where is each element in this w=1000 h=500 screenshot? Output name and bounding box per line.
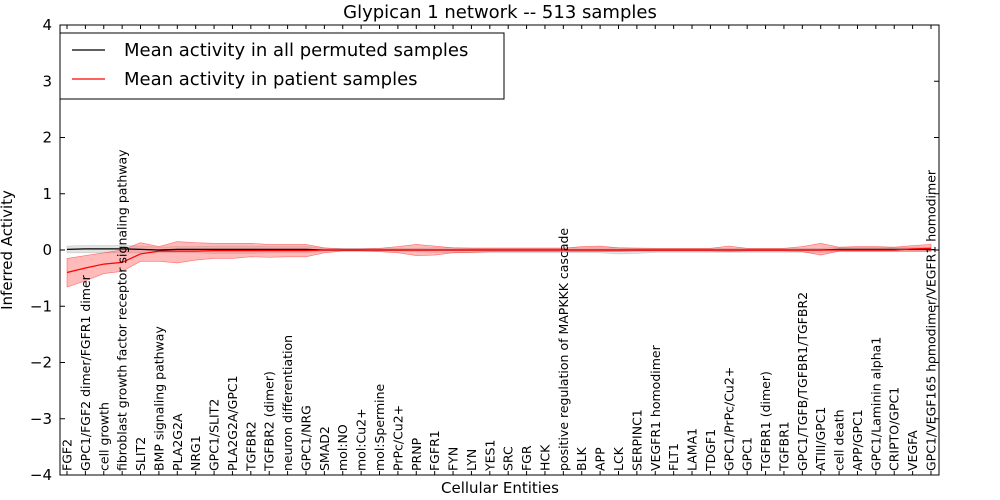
x-tick-label: PLA2G2A [170,413,185,471]
x-tick-label: SRC [501,446,516,471]
x-tick-label: neuron differentiation [280,335,295,471]
y-tick-label: −3 [30,410,52,428]
x-tick-label: TDGF1 [703,429,718,472]
x-tick-label: GPC1/PrPc/Cu2+ [721,367,736,471]
y-axis-label: Inferred Activity [0,190,16,310]
x-tick-label: GPC1/FGF2 dimer/FGFR1 dimer [78,274,93,471]
x-tick-label: PRNP [409,437,424,471]
x-tick-label: FGFR1 [427,430,442,471]
x-tick-label: VEGFR1 homodimer [648,344,663,471]
x-tick-label: fibroblast growth factor receptor signal… [115,149,130,471]
x-tick-label: TGFBR1 (dimer) [758,371,773,472]
x-axis-label: Cellular Entities [441,479,559,497]
y-tick-label: −2 [30,354,52,372]
x-tick-label: GPC1/SLIT2 [207,399,222,471]
y-tick-label: 2 [42,129,52,147]
y-tick-label: −1 [30,297,52,315]
legend: Mean activity in all permuted samples Me… [59,32,505,100]
x-tick-label: HCK [537,444,552,471]
x-tick-label: GPC1/TGFB/TGFBR1/TGFBR2 [795,292,810,471]
x-tick-label: LAMA1 [685,428,700,471]
x-tick-label: GPC1/VEGF165 homodimer/VEGFR1 homodimer [924,169,939,471]
x-tick-label: GPC1/NRG [298,405,313,471]
x-tick-label: PLA2G2A/GPC1 [225,375,240,471]
x-tick-label: YES1 [482,440,497,472]
x-tick-label: SMAD2 [317,426,332,471]
x-tick-label: APP [593,447,608,471]
y-tick-label: 1 [42,185,52,203]
band-patient [66,241,932,288]
x-tick-label: VEGFA [905,430,920,471]
x-tick-label: PrPc/Cu2+ [390,405,405,471]
y-tick-label: 4 [42,16,52,34]
x-tick-label: GPC1 [740,437,755,471]
x-tick-label: mol:NO [335,424,350,471]
x-tick-label: cell death [832,409,847,471]
chart-title: Glypican 1 network -- 513 samples [343,2,657,23]
x-tick-label: FYN [446,447,461,471]
x-tick-label: CRIPTO/GPC1 [887,387,902,471]
x-tick-label: mol:Spermine [372,383,387,471]
x-tick-label: FGF2 [60,439,75,471]
x-tick-label: mol:Cu2+ [354,408,369,471]
series-lines [66,247,932,274]
y-tick-label: −4 [30,466,52,484]
x-tick-label: cell growth [96,402,111,471]
x-tick-label: SLIT2 [133,437,148,471]
x-tick-label: BMP signaling pathway [151,326,166,471]
legend-label-patient: Mean activity in patient samples [124,69,418,90]
x-tick-label: GPC1/Laminin alpha1 [868,337,883,471]
x-tick-label: ATIII/GPC1 [813,407,828,471]
legend-label-permuted: Mean activity in all permuted samples [124,40,468,61]
x-tick-label: FGR [519,445,534,471]
x-tick-label: TGFBR2 [243,421,258,472]
x-tick-label: BLK [574,446,589,471]
x-tick-label: NRG1 [188,435,203,471]
x-tick-label: TGFBR1 [776,421,791,472]
x-tick-label: positive regulation of MAPKKK cascade [556,228,571,471]
y-tick-label: 0 [42,241,52,259]
x-tick-label: APP/GPC1 [850,409,865,471]
x-tick-label: LYN [464,449,479,471]
x-tick-label: FLT1 [666,443,681,471]
y-tick-label: 3 [42,72,52,90]
line-patient-mean [66,247,932,274]
x-tick-label: TGFBR2 (dimer) [262,371,277,472]
x-tick-label: LCK [611,446,626,471]
x-tick-label: SERPINC1 [629,409,644,471]
legend-box [59,32,505,100]
x-axis: FGF2 GPC1/FGF2 dimer/FGFR1 dimer cell grow… [60,25,939,475]
